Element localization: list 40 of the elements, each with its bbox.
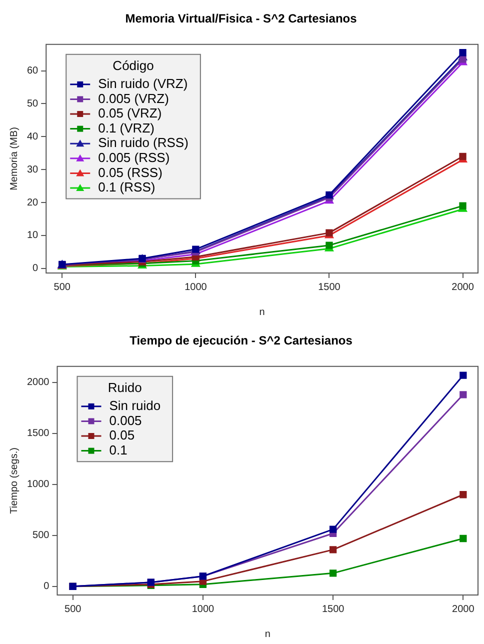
y-tick-label: 40 (27, 131, 39, 142)
x-tick-label: 1000 (184, 282, 208, 293)
legend-label: 0.1 (VRZ) (98, 120, 154, 136)
legend-label: 0.1 (109, 442, 128, 458)
legend-label: 0.05 (RSS) (98, 164, 162, 180)
y-tick-label: 500 (32, 530, 50, 542)
legend-label: Sin ruido (109, 398, 161, 413)
legend-label: 0.05 (VRZ) (98, 106, 162, 121)
chart-title: Memoria Virtual/Fisica - S^2 Cartesianos (125, 12, 358, 26)
y-tick-label: 50 (27, 98, 39, 110)
y-tick-label: 1000 (26, 479, 50, 490)
legend-title: Código (112, 58, 154, 73)
legend-label: 0.005 (RSS) (98, 150, 170, 165)
x-axis-title: n (264, 628, 270, 640)
legend-label: 0.05 (109, 428, 135, 443)
x-axis-title: n (259, 306, 265, 318)
x-tick-label: 1500 (322, 604, 345, 615)
chart-title: Tiempo de ejecución - S^2 Cartesianos (130, 334, 353, 348)
y-tick-label: 10 (27, 230, 39, 242)
legend-label: 0.005 (109, 412, 142, 428)
x-tick-label: 1000 (192, 604, 215, 615)
x-tick-label: 500 (54, 282, 71, 293)
y-axis-title: Tiempo (segs.) (8, 448, 20, 514)
y-tick-label: 20 (27, 197, 39, 208)
y-tick-label: 30 (27, 164, 39, 176)
legend-label: 0.005 (VRZ) (98, 90, 169, 106)
x-tick-label: 1500 (318, 282, 341, 293)
legend-label: 0.1 (RSS) (98, 180, 156, 195)
x-tick-label: 2000 (452, 604, 475, 615)
y-axis-title: Memoria (MB) (8, 127, 20, 190)
legend-title: Ruido (108, 380, 142, 395)
x-tick-label: 500 (64, 604, 82, 615)
legend-label: Sin ruido (VRZ) (98, 76, 188, 91)
x-tick-label: 2000 (452, 282, 474, 293)
y-tick-label: 0 (32, 263, 39, 274)
y-tick-label: 1500 (26, 428, 50, 440)
legend-label: Sin ruido (RSS) (98, 135, 188, 150)
y-tick-label: 60 (27, 66, 39, 76)
y-tick-label: 0 (44, 581, 50, 592)
y-tick-label: 2000 (26, 377, 50, 388)
